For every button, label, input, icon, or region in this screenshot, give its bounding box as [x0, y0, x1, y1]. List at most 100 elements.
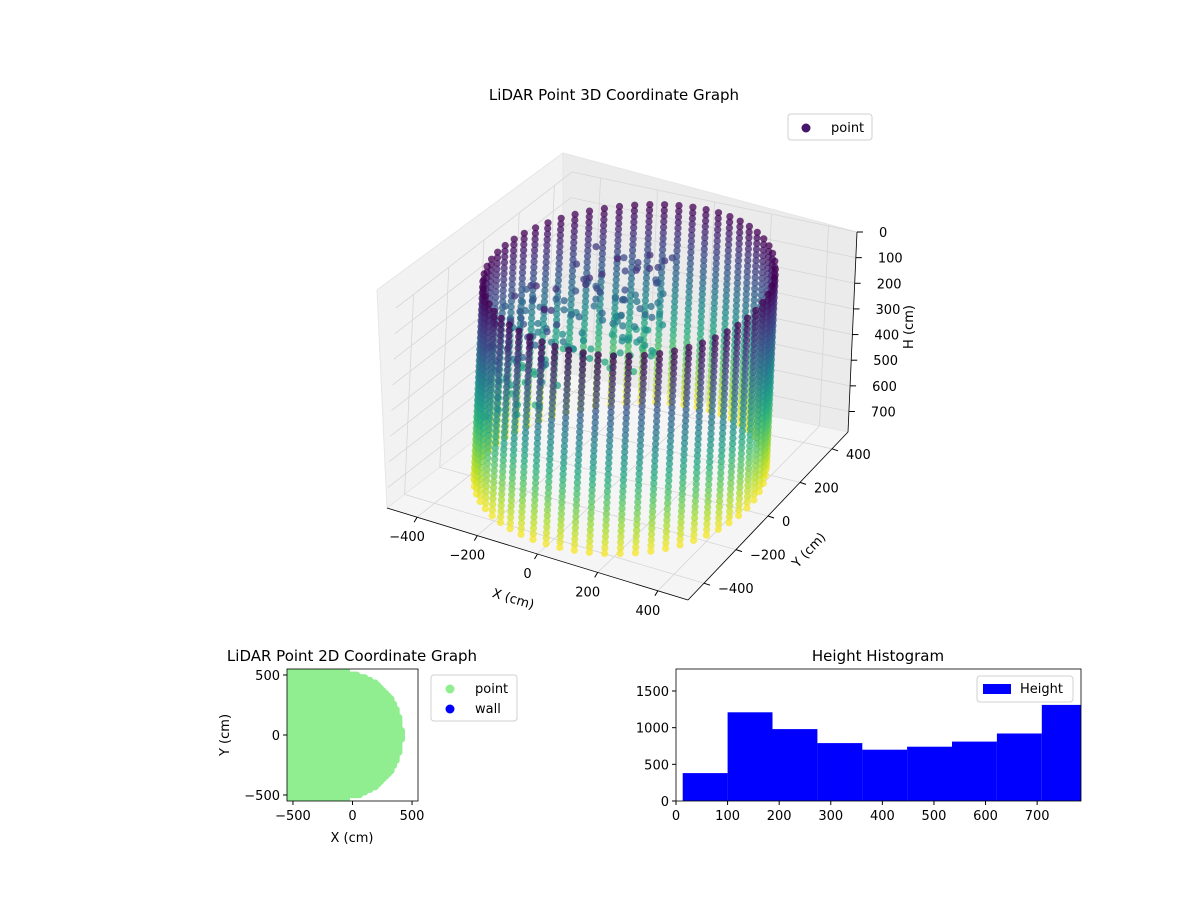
y-tick-label-2d: −500	[244, 789, 280, 804]
point-3d	[648, 314, 655, 321]
histogram-title: Height Histogram	[812, 647, 944, 665]
point-3d	[655, 264, 662, 271]
legend-3d-label: point	[831, 121, 864, 136]
x-tick-3d	[595, 572, 598, 577]
y-tick-3d	[704, 583, 710, 585]
point-3d	[647, 352, 654, 359]
point-3d	[620, 254, 627, 261]
point-3d	[582, 281, 589, 288]
legend-hist-label: Height	[1020, 682, 1063, 697]
x-tick-label-3d: −400	[389, 530, 425, 545]
y-tick-3d	[768, 516, 774, 518]
histogram-bar	[773, 729, 818, 801]
x-tick-label-hist: 100	[715, 809, 740, 824]
histogram-bar	[997, 734, 1042, 802]
point-3d	[592, 296, 599, 303]
point-3d	[662, 545, 669, 552]
point-3d	[621, 296, 628, 303]
y-tick-3d	[800, 482, 806, 484]
point-3d	[617, 349, 624, 356]
point-3d	[659, 290, 666, 297]
point-3d	[648, 303, 655, 310]
point-3d	[497, 519, 504, 526]
point-2d	[395, 714, 403, 722]
x-tick-label-2d: 500	[400, 809, 425, 824]
point-3d	[543, 328, 550, 335]
point-3d	[735, 512, 742, 519]
point-3d	[586, 274, 593, 281]
histogram-bar	[683, 773, 728, 801]
x-tick-label-3d: −200	[449, 549, 485, 564]
y-tick-label-3d: 400	[846, 448, 871, 463]
point-3d	[587, 345, 594, 352]
x-tick-3d	[535, 554, 538, 559]
point-3d	[561, 297, 568, 304]
y-axis-label-3d: Y (cm)	[789, 530, 829, 572]
x-tick-label-hist: 700	[1025, 809, 1050, 824]
point-3d	[559, 331, 566, 338]
z-tick-label-3d: 0	[879, 226, 887, 241]
point-3d	[516, 308, 523, 315]
point-3d	[633, 298, 640, 305]
point-3d	[646, 265, 653, 272]
height-histogram: Height Histogram 0 100 200 300 400 500 600 7000…	[636, 647, 1081, 824]
point-3d	[632, 549, 639, 556]
y-tick-label-hist: 1000	[636, 722, 669, 737]
point-3d	[517, 531, 524, 538]
histogram-bar	[952, 742, 997, 801]
y-tick-label-hist: 500	[644, 758, 669, 773]
x-tick-3d	[414, 517, 417, 522]
point-3d	[743, 504, 750, 511]
y-tick-label-3d: −400	[718, 582, 754, 597]
point-3d	[659, 321, 666, 328]
legend-2d-wall-label: wall	[475, 702, 501, 717]
x-tick-label-2d: −500	[275, 809, 311, 824]
point-3d	[511, 292, 518, 299]
scatter-2d-chart: LiDAR Point 2D Coordinate Graph −500 0 500…	[218, 647, 517, 846]
point-3d	[596, 288, 603, 295]
point-3d	[619, 322, 626, 329]
point-3d	[669, 254, 676, 261]
point-3d	[619, 337, 626, 344]
point-3d	[656, 311, 663, 318]
point-3d	[520, 321, 527, 328]
point-2d	[397, 727, 405, 735]
point-3d	[661, 257, 668, 264]
point-3d	[609, 331, 616, 338]
y-tick-label-3d: −200	[750, 549, 786, 564]
x-tick-label-hist: 200	[767, 809, 792, 824]
x-axis-label-2d: X (cm)	[331, 831, 374, 846]
point-3d	[553, 296, 560, 303]
point-3d	[642, 311, 649, 318]
point-3d	[571, 547, 578, 554]
point-3d	[552, 285, 559, 292]
x-tick-label-3d: 400	[635, 604, 660, 619]
legend-3d-marker	[802, 124, 811, 133]
point-3d	[599, 317, 606, 324]
x-tick-label-hist: 400	[870, 809, 895, 824]
point-3d	[556, 544, 563, 551]
point-3d	[482, 505, 489, 512]
x-tick-3d	[655, 591, 658, 596]
point-3d	[553, 321, 560, 328]
point-3d	[541, 306, 548, 313]
point-3d	[599, 310, 606, 317]
histogram-bar	[817, 743, 862, 801]
y-tick-label-2d: 0	[272, 729, 280, 744]
legend-2d: point wall	[431, 675, 517, 721]
y-axis-label-2d: Y (cm)	[218, 714, 233, 757]
histogram-bar	[728, 712, 773, 801]
point-3d	[580, 337, 587, 344]
point-3d	[573, 261, 580, 268]
point-3d	[534, 320, 541, 327]
point-3d	[703, 532, 710, 539]
point-3d	[725, 519, 732, 526]
legend-2d-wall-marker	[446, 705, 455, 714]
point-3d	[647, 548, 654, 555]
chart-2d-title: LiDAR Point 2D Coordinate Graph	[227, 647, 477, 665]
y-tick-label-hist: 0	[661, 795, 669, 810]
point-3d	[586, 355, 593, 362]
point-3d	[489, 512, 496, 519]
point-3d	[632, 291, 639, 298]
point-3d	[715, 526, 722, 533]
